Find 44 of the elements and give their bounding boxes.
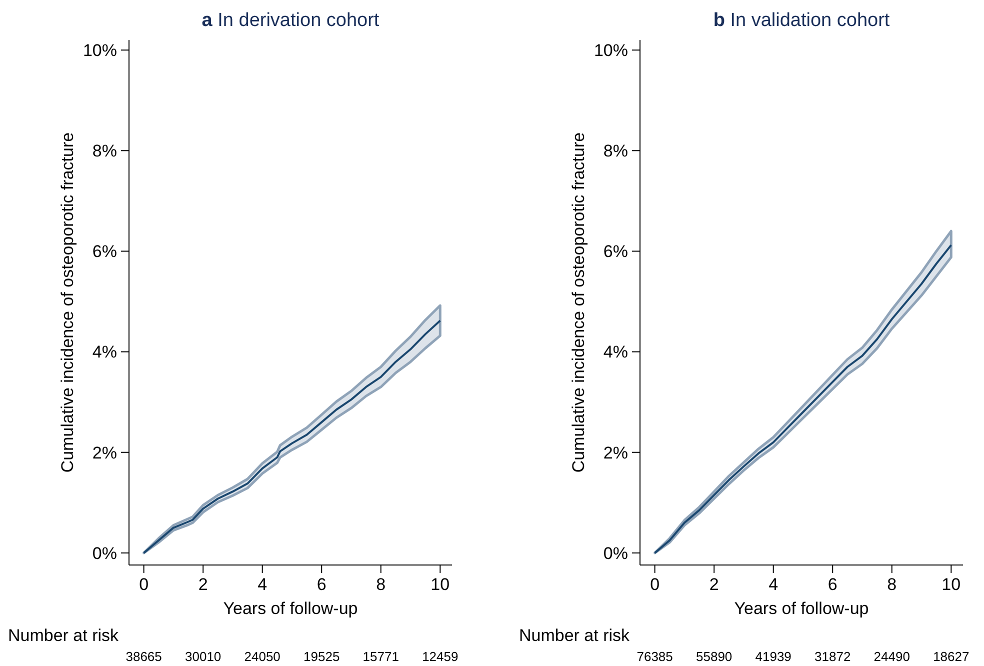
text: 24050 [244,649,280,664]
x-tick-label: 0 [139,575,149,594]
y-axis-title: Cumulative incidence of osteoporotic fracture [58,132,77,473]
x-axis-title: Years of follow-up [223,599,358,618]
x-tick-label: 10 [942,575,961,594]
y-tick-label: 10% [82,41,117,60]
y-tick-label: 8% [92,142,117,161]
text: 31872 [814,649,851,664]
text: 18627 [933,649,970,664]
x-tick-label: 2 [709,575,719,594]
text: 55890 [696,649,732,664]
text: 30010 [185,649,222,664]
x-tick-label: 8 [887,575,897,594]
text: 12459 [422,649,458,664]
x-tick-label: 10 [430,575,450,594]
text: 76385 [636,649,673,664]
chart-title: a In derivation cohort [202,10,380,31]
y-tick-label: 4% [603,342,628,362]
x-tick-label: 4 [258,575,268,594]
text: 38665 [126,649,162,664]
y-tick-label: 6% [92,242,117,262]
y-axis-title: Cumulative incidence of osteoporotic fracture [569,132,588,473]
x-tick-label: 6 [316,575,326,594]
y-tick-label: 6% [603,242,628,262]
y-tick-label: 0% [603,544,628,563]
x-tick-label: 4 [768,575,778,594]
x-tick-label: 6 [828,575,838,594]
text: 19525 [304,649,340,664]
y-tick-label: 0% [92,544,117,563]
x-tick-label: 8 [376,575,386,594]
y-tick-label: 4% [92,342,117,362]
x-tick-label: 2 [198,575,208,594]
x-tick-label: 0 [650,575,660,594]
y-tick-label: 2% [603,443,628,462]
y-tick-label: 2% [92,443,117,462]
text: Number at risk [8,626,120,645]
text: 15771 [362,649,399,664]
text: 41939 [755,649,792,664]
text: Number at risk [519,626,630,645]
y-tick-label: 8% [603,142,628,161]
x-axis-title: Years of follow-up [734,599,869,618]
text: 24490 [874,649,910,664]
y-tick-label: 10% [594,41,628,60]
chart-title: b In validation cohort [713,10,890,31]
